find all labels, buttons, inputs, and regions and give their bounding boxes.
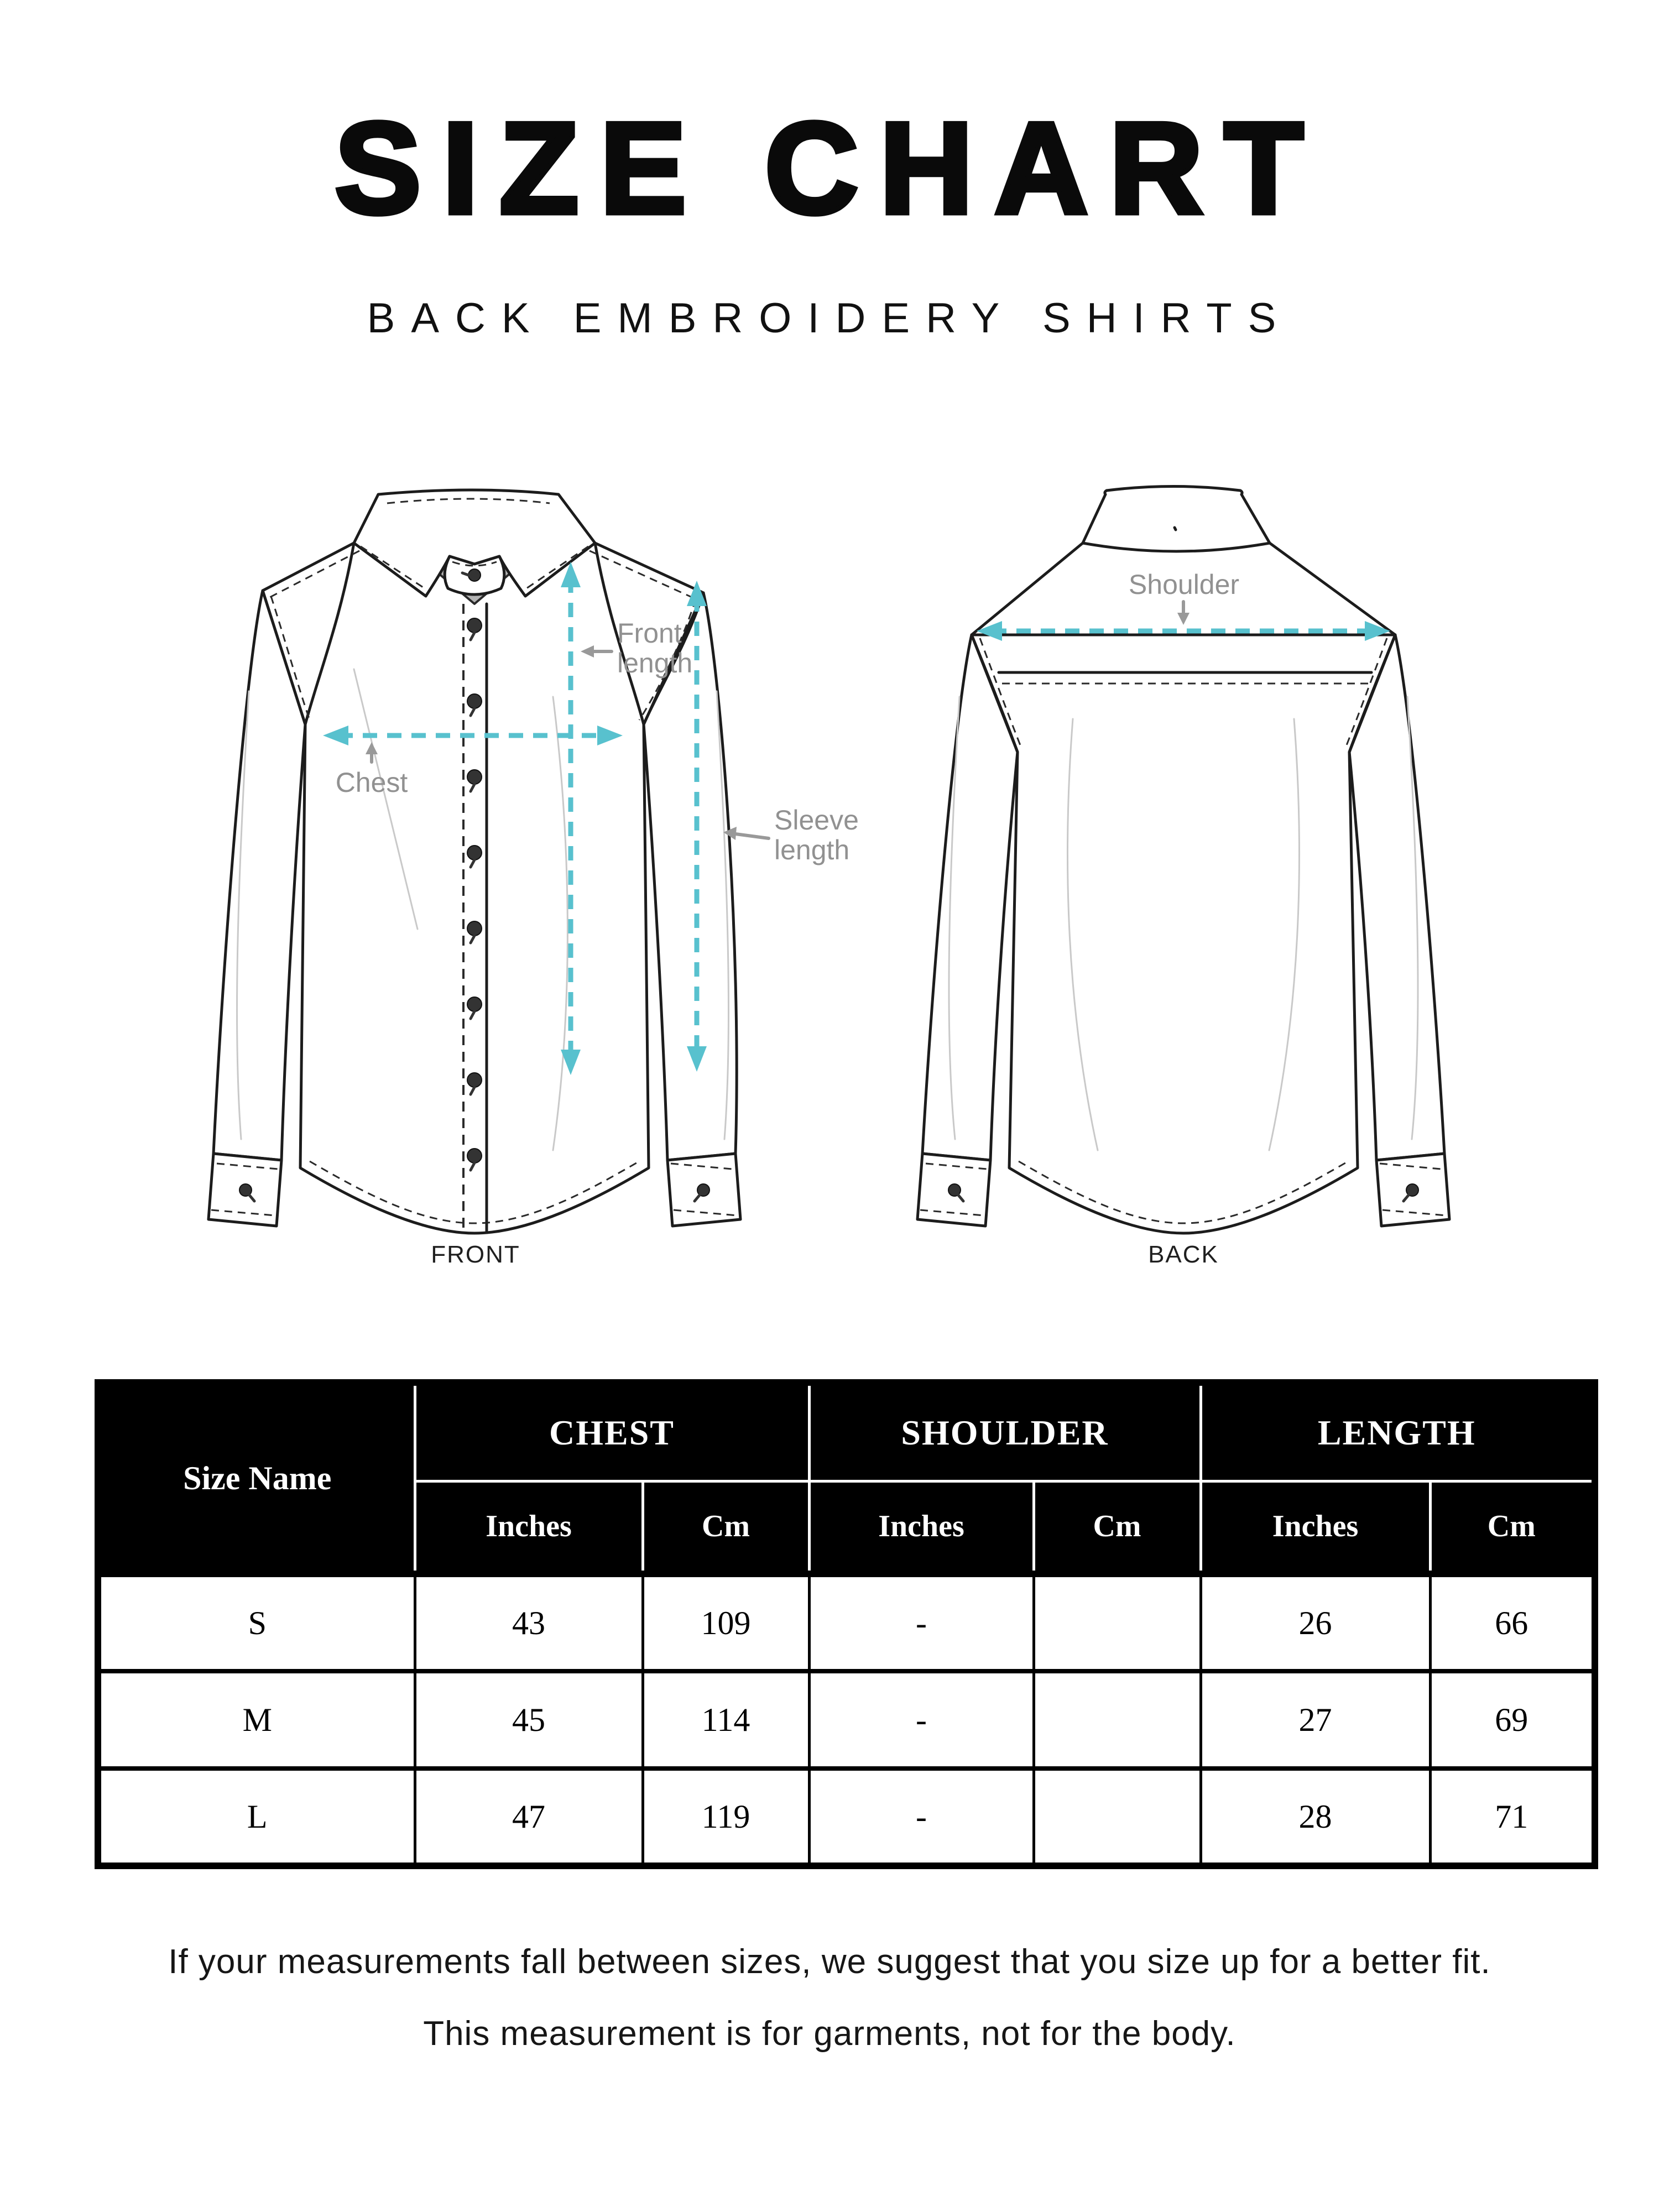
footer-note-line2: This measurement is for garments, not fo… — [423, 2015, 1236, 2053]
shoulder-arrow — [977, 621, 1390, 641]
cell-chest-cm: 119 — [641, 1766, 811, 1868]
unit-header-shoulder-inches: Inches — [807, 1479, 1035, 1577]
front-placket — [462, 602, 488, 1233]
cell-chest-inches: 45 — [413, 1669, 644, 1771]
back-caption: BACK — [1148, 1241, 1219, 1268]
cell-length-cm: 66 — [1428, 1572, 1597, 1673]
front-length-label: Front length — [581, 618, 692, 679]
front-body — [236, 541, 729, 1235]
cell-length-inches: 26 — [1199, 1572, 1432, 1673]
cell-size: L — [96, 1766, 416, 1868]
col-header-shoulder: SHOULDER — [807, 1381, 1202, 1483]
unit-header-chest-inches: Inches — [413, 1479, 644, 1577]
chest-label-text: Chest — [336, 767, 408, 798]
sleeve-length-label: Sleeve length — [723, 805, 859, 865]
front-collar — [352, 488, 597, 605]
table-row-l: L 47 119 - 28 71 — [96, 1766, 1597, 1868]
back-body — [948, 633, 1419, 1235]
page-subtitle: BACK EMBROIDERY SHIRTS — [367, 295, 1292, 342]
back-collar — [970, 485, 1397, 637]
cell-chest-inches: 47 — [413, 1766, 644, 1868]
cell-chest-cm: 109 — [641, 1572, 811, 1673]
unit-header-length-inches: Inches — [1199, 1479, 1432, 1577]
cell-shoulder-inches: - — [807, 1669, 1035, 1771]
cell-size: S — [96, 1572, 416, 1673]
chest-label: Chest — [336, 742, 408, 798]
cell-chest-cm: 114 — [641, 1669, 811, 1771]
col-header-size-name: Size Name — [96, 1381, 416, 1577]
back-right-sleeve — [1348, 633, 1451, 1228]
table-row-m: M 45 114 - 27 69 — [96, 1669, 1597, 1771]
cell-chest-inches: 43 — [413, 1572, 644, 1673]
page-title: SIZE CHART — [332, 95, 1324, 241]
sleeve-label-line1: Sleeve — [774, 805, 859, 836]
cell-size: M — [96, 1669, 416, 1771]
col-header-length: LENGTH — [1199, 1381, 1597, 1483]
size-chart-table: Size Name CHEST SHOULDER LENGTH Inches C… — [95, 1379, 1598, 1869]
front-shirt-diagram: Front length Chest Sleeve length — [207, 488, 859, 1235]
front-caption: FRONT — [431, 1241, 520, 1268]
cell-shoulder-cm — [1032, 1669, 1202, 1771]
unit-header-shoulder-cm: Cm — [1032, 1479, 1202, 1577]
cell-shoulder-inches: - — [807, 1572, 1035, 1673]
cell-length-inches: 28 — [1199, 1766, 1432, 1868]
shoulder-label-text: Shoulder — [1129, 569, 1239, 600]
back-left-sleeve — [916, 633, 1019, 1228]
back-shirt-diagram: Shoulder — [916, 485, 1451, 1235]
sleeve-label-line2: length — [774, 834, 849, 865]
table-unit-header-row: Inches Cm Inches Cm Inches Cm — [98, 1479, 1597, 1577]
front-left-sleeve — [207, 589, 307, 1228]
cell-shoulder-cm — [1032, 1766, 1202, 1868]
shoulder-label: Shoulder — [1129, 569, 1239, 625]
chest-arrow — [323, 726, 623, 745]
footer-note-line1: If your measurements fall between sizes,… — [168, 1943, 1491, 1981]
cell-length-inches: 27 — [1199, 1669, 1432, 1771]
cell-shoulder-cm — [1032, 1572, 1202, 1673]
table-row-s: S 43 109 - 26 66 — [96, 1572, 1597, 1673]
col-header-chest: CHEST — [413, 1381, 811, 1483]
unit-header-chest-cm: Cm — [641, 1479, 811, 1577]
sleeve-length-arrow — [687, 581, 707, 1072]
cell-length-cm: 71 — [1428, 1766, 1597, 1868]
cell-length-cm: 69 — [1428, 1669, 1597, 1771]
front-buttons — [467, 618, 482, 1172]
front-length-label-line2: length — [617, 648, 692, 679]
unit-header-length-cm: Cm — [1428, 1479, 1597, 1577]
cell-shoulder-inches: - — [807, 1766, 1035, 1868]
front-length-label-line1: Front — [617, 618, 682, 649]
table-group-header-row: Size Name CHEST SHOULDER LENGTH — [96, 1381, 1597, 1577]
front-length-arrow — [561, 562, 581, 1075]
front-right-sleeve — [642, 591, 742, 1228]
